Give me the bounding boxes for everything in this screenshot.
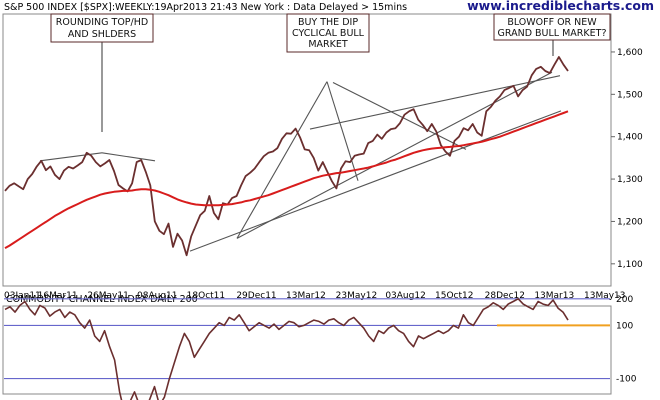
y-tick-label: 1,200 (617, 217, 643, 227)
annotation-blowoff: BLOWOFF OR NEW GRAND BULL MARKET? (493, 13, 611, 56)
annotation-text-line: CYCLICAL BULL (292, 28, 365, 39)
y-tick-label: 1,500 (617, 90, 643, 100)
trendline-7 (309, 75, 561, 130)
x-tick-label: 13May13 (584, 291, 626, 301)
cci-y-tick-label: -100 (616, 375, 637, 385)
x-tick-label: 18Oct11 (187, 291, 225, 301)
site-watermark: www.incrediblecharts.com (467, 0, 654, 13)
y-tick-label: 1,100 (617, 260, 643, 270)
x-tick-label: 03Aug12 (385, 291, 425, 301)
x-tick-label: 26May11 (87, 291, 129, 301)
annotation-text-line: BLOWOFF OR NEW (507, 17, 597, 28)
cci-series-line (4, 297, 569, 400)
x-tick-label: 29Dec11 (236, 291, 276, 301)
cci-y-tick-label: 200 (616, 295, 633, 305)
x-tick-label: 15Oct12 (435, 291, 473, 301)
x-tick-label: 13Mar12 (286, 291, 326, 301)
cci-panel-title: COMMODITY CHANNEL INDEX DAILY 200 (6, 294, 198, 305)
x-tick-label: 03Jan11 (4, 291, 41, 301)
y-tick-label: 1,600 (617, 48, 643, 58)
annotation-box (286, 13, 370, 53)
annotation-buy-the-dip: BUY THE DIP CYCLICAL BULL MARKET (286, 13, 370, 53)
annotation-box (493, 13, 611, 41)
cci-panel-frame (2, 305, 612, 395)
trendline-4 (326, 81, 359, 181)
trendline-2 (189, 110, 562, 252)
x-tick-label: 08Aug11 (137, 291, 177, 301)
price-y-axis: 1,100 1,200 1,300 1,400 1,500 1,600 (611, 48, 643, 270)
annotation-text-line: AND SHLDERS (68, 29, 136, 40)
y-tick-label: 1,400 (617, 133, 643, 143)
x-tick-label: 13Mar13 (534, 291, 574, 301)
annotation-text-line: ROUNDING TOP/HD (56, 17, 148, 28)
x-tick-label: 23May12 (336, 291, 378, 301)
moving-average-line (4, 110, 569, 249)
trendline-0 (39, 152, 103, 162)
annotation-text-line: MARKET (308, 39, 348, 50)
x-tick-label: 28Dec12 (485, 291, 525, 301)
x-tick-label: 16Mar11 (38, 291, 78, 301)
chart-header-title: S&P 500 INDEX [$SPX]:WEEKLY:19Apr2013 21… (4, 2, 407, 13)
trendline-1 (101, 152, 156, 162)
trendline-3 (236, 81, 328, 239)
price-series-line (4, 56, 569, 257)
price-line-group (4, 56, 569, 257)
price-trendlines (39, 71, 562, 252)
annotation-text-line: GRAND BULL MARKET? (498, 28, 607, 39)
cci-reference-lines (4, 298, 610, 380)
annotation-text-line: BUY THE DIP (298, 17, 358, 28)
annotation-box (50, 13, 154, 43)
cci-y-tick-label: 100 (616, 321, 633, 331)
trendline-6 (332, 81, 467, 150)
trendline-5 (236, 71, 553, 239)
y-tick-label: 1,300 (617, 175, 643, 185)
cci-line-group (4, 297, 569, 400)
annotation-rounding-top: ROUNDING TOP/HD AND SHLDERS (50, 13, 154, 132)
